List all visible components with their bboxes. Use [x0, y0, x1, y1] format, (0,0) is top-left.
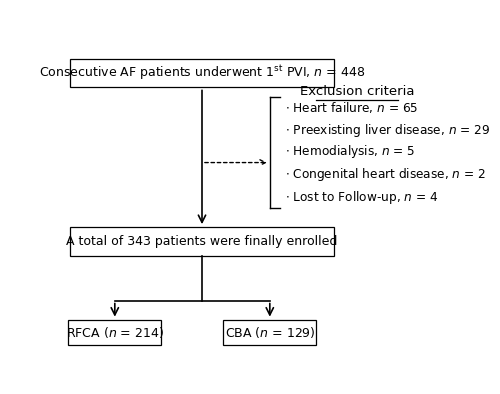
- Text: RFCA ($\it{n}$ = 214): RFCA ($\it{n}$ = 214): [66, 325, 164, 340]
- Text: $\cdot$ Preexisting liver disease, $\it{n}$ = 29: $\cdot$ Preexisting liver disease, $\it{…: [286, 122, 490, 139]
- Text: $\cdot$ Hemodialysis, $\it{n}$ = 5: $\cdot$ Hemodialysis, $\it{n}$ = 5: [286, 143, 416, 160]
- FancyBboxPatch shape: [70, 227, 334, 256]
- Text: $\cdot$ Lost to Follow-up, $\it{n}$ = 4: $\cdot$ Lost to Follow-up, $\it{n}$ = 4: [286, 189, 438, 206]
- Text: Exclusion criteria: Exclusion criteria: [300, 85, 414, 98]
- FancyBboxPatch shape: [68, 320, 162, 346]
- Text: A total of 343 patients were finally enrolled: A total of 343 patients were finally enr…: [66, 235, 338, 248]
- FancyBboxPatch shape: [224, 320, 316, 346]
- Text: $\cdot$ Heart failure, $\it{n}$ = 65: $\cdot$ Heart failure, $\it{n}$ = 65: [286, 100, 418, 115]
- Text: Consecutive AF patients underwent 1$^{\rm st}$ PVI, $\it{n}$ = 448: Consecutive AF patients underwent 1$^{\r…: [39, 64, 365, 82]
- FancyBboxPatch shape: [70, 59, 334, 87]
- Text: $\cdot$ Congenital heart disease, $\it{n}$ = 2: $\cdot$ Congenital heart disease, $\it{n…: [286, 166, 486, 183]
- Text: CBA ($\it{n}$ = 129): CBA ($\it{n}$ = 129): [224, 325, 315, 340]
